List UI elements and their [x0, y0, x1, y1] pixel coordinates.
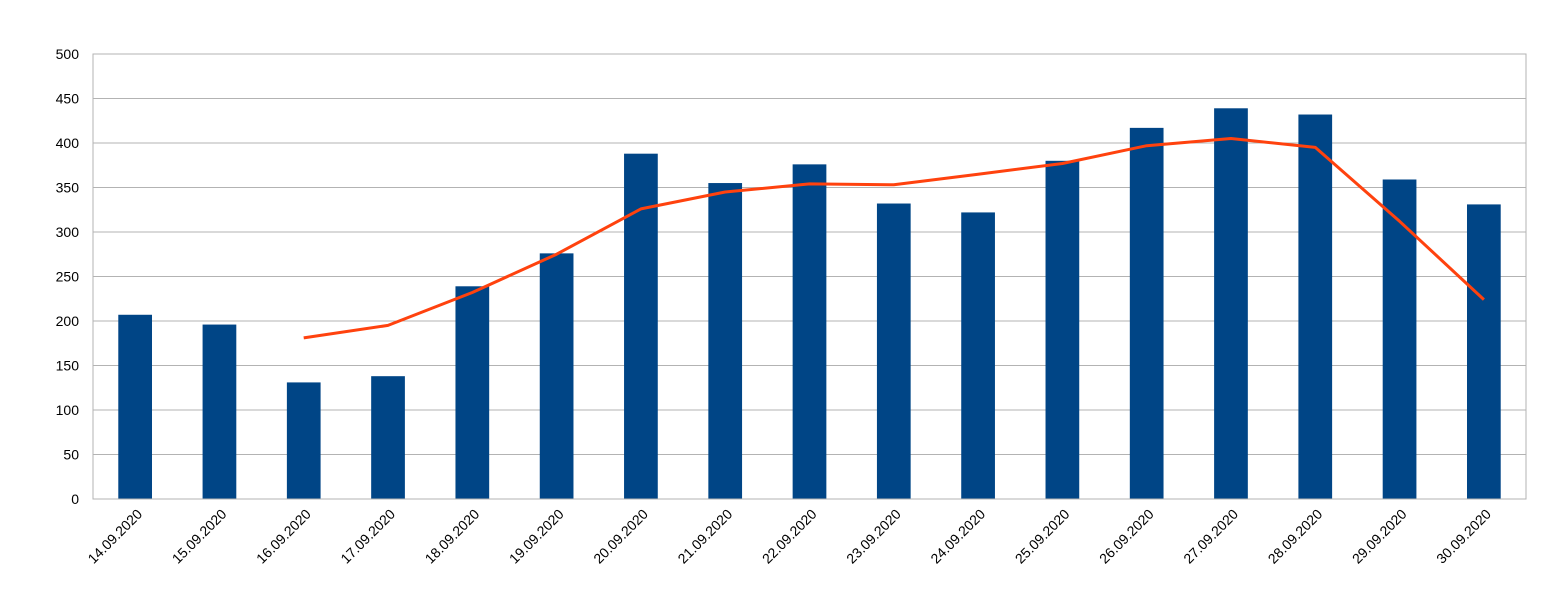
- bar-14.09.2020: [118, 314, 153, 499]
- bar-27.09.2020: [1214, 108, 1248, 499]
- x-tick-label: 28.09.2020: [1265, 506, 1326, 567]
- bar-series: [118, 108, 1501, 500]
- y-tick-label: 400: [56, 135, 80, 151]
- x-tick-label: 18.09.2020: [422, 506, 483, 567]
- bar-21.09.2020: [708, 183, 743, 500]
- bar-26.09.2020: [1129, 127, 1164, 500]
- bar-30.09.2020: [1466, 204, 1501, 499]
- bar-22.09.2020: [792, 164, 827, 500]
- bar-17.09.2020: [371, 376, 405, 499]
- x-tick-label: 25.09.2020: [1012, 506, 1073, 567]
- y-tick-label: 250: [56, 269, 80, 285]
- y-tick-label: 150: [56, 358, 80, 374]
- x-tick-label: 27.09.2020: [1180, 506, 1241, 567]
- plot-area-frame: [92, 53, 1527, 500]
- line-series: [303, 137, 1485, 340]
- x-tick-label: 26.09.2020: [1096, 506, 1157, 567]
- trend-line: [303, 137, 1485, 340]
- y-tick-label: 200: [56, 313, 80, 329]
- x-tick-label: 15.09.2020: [169, 506, 230, 567]
- y-axis-tick-labels: 0 50 100 150 200 250 300 350 400 450 500: [56, 46, 80, 507]
- bar-20.09.2020: [624, 153, 658, 499]
- bar-23.09.2020: [876, 203, 911, 499]
- y-tick-label: 500: [56, 46, 80, 62]
- x-tick-label: 17.09.2020: [337, 506, 398, 567]
- bar-25.09.2020: [1045, 160, 1080, 500]
- y-tick-label: 450: [56, 91, 80, 107]
- x-tick-label: 14.09.2020: [84, 506, 145, 567]
- x-tick-label: 21.09.2020: [674, 506, 735, 567]
- x-tick-label: 29.09.2020: [1349, 506, 1410, 567]
- x-tick-label: 24.09.2020: [927, 506, 988, 567]
- y-tick-label: 350: [56, 180, 80, 196]
- y-tick-label: 0: [71, 491, 79, 507]
- bar-15.09.2020: [202, 324, 237, 499]
- y-tick-label: 300: [56, 224, 80, 240]
- bar-16.09.2020: [286, 382, 321, 499]
- bar-19.09.2020: [539, 253, 574, 499]
- x-tick-label: 22.09.2020: [759, 506, 820, 567]
- x-tick-label: 16.09.2020: [253, 506, 314, 567]
- bar-28.09.2020: [1298, 114, 1333, 500]
- y-tick-label: 100: [56, 402, 80, 418]
- bar-29.09.2020: [1382, 179, 1417, 500]
- bar-24.09.2020: [961, 212, 995, 500]
- x-tick-label: 30.09.2020: [1433, 506, 1494, 567]
- x-tick-label: 19.09.2020: [506, 506, 567, 567]
- x-tick-label: 23.09.2020: [843, 506, 904, 567]
- bar-18.09.2020: [455, 286, 490, 499]
- y-tick-label: 50: [63, 447, 79, 463]
- x-axis-tick-labels: 14.09.2020 15.09.2020 16.09.2020 17.09.2020…: [84, 506, 1494, 567]
- x-tick-label: 20.09.2020: [590, 506, 651, 567]
